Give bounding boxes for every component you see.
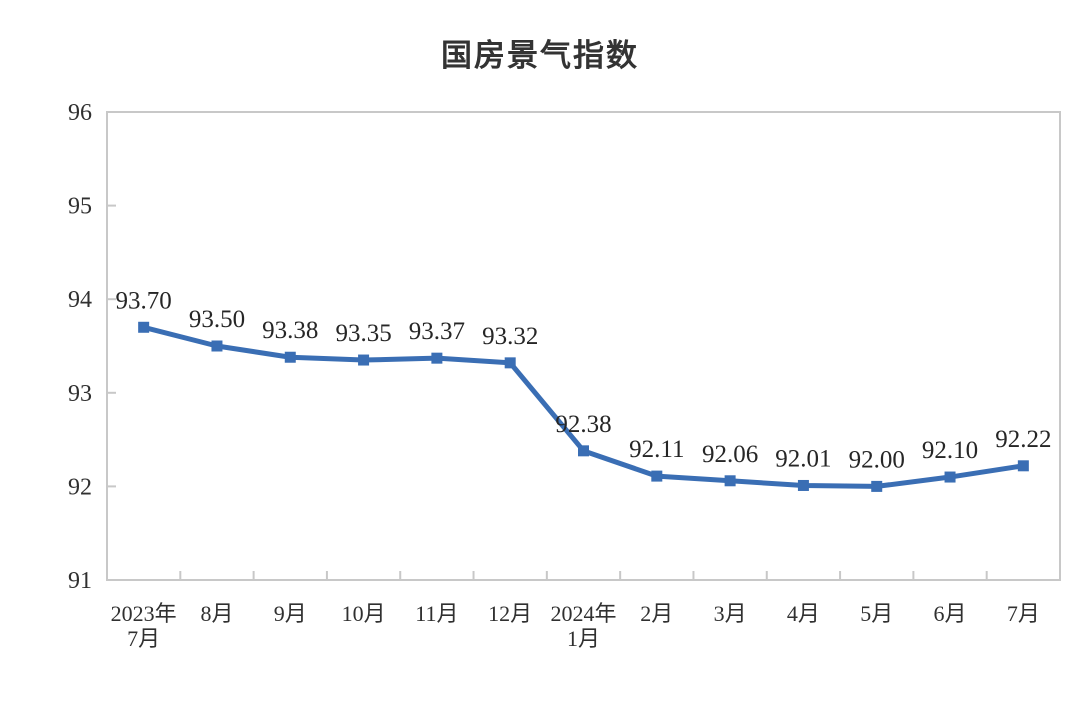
x-axis-label: 2024年 — [550, 601, 616, 626]
x-axis-label: 8月 — [200, 601, 233, 626]
data-point-marker — [211, 340, 223, 352]
data-point-marker — [724, 475, 736, 487]
x-axis-label: 11月 — [415, 601, 458, 626]
x-axis-label: 7月 — [127, 626, 160, 651]
data-point-marker — [1017, 460, 1029, 472]
plot-frame — [106, 111, 1061, 581]
y-axis-label: 93 — [68, 381, 92, 407]
y-axis-label: 96 — [68, 100, 92, 126]
x-axis-label: 4月 — [787, 601, 820, 626]
data-point-marker — [431, 352, 443, 364]
x-axis-label: 5月 — [860, 601, 893, 626]
data-point-label: 92.22 — [995, 426, 1051, 453]
data-point-marker — [504, 357, 516, 369]
x-axis-label: 9月 — [274, 601, 307, 626]
data-point-marker — [944, 471, 956, 483]
y-axis-label: 94 — [68, 287, 92, 313]
y-axis-label: 91 — [68, 568, 92, 594]
data-point-marker — [797, 479, 809, 491]
x-axis-label: 2023年 — [111, 601, 177, 626]
data-point-label: 92.01 — [775, 445, 831, 472]
data-point-label: 92.10 — [922, 437, 978, 464]
data-point-label: 92.06 — [702, 441, 758, 468]
x-axis-label: 10月 — [342, 601, 386, 626]
x-axis-label: 12月 — [488, 601, 532, 626]
x-axis-label: 3月 — [714, 601, 747, 626]
data-point-marker — [651, 470, 663, 482]
data-point-label: 93.70 — [116, 287, 172, 314]
data-point-label: 92.11 — [629, 436, 684, 463]
data-point-marker — [578, 445, 589, 457]
data-point-label: 93.38 — [262, 317, 318, 344]
data-point-label: 93.50 — [189, 306, 245, 333]
x-axis-label: 6月 — [934, 601, 967, 626]
data-point-label: 93.32 — [482, 323, 538, 350]
x-axis-label: 1月 — [567, 626, 600, 651]
x-axis-label: 7月 — [1007, 601, 1040, 626]
y-axis-label: 92 — [68, 474, 92, 500]
data-point-marker — [284, 351, 296, 363]
chart-title: 国房景气指数 — [441, 38, 639, 73]
data-point-label: 92.00 — [849, 446, 905, 473]
data-point-label: 93.37 — [409, 318, 465, 345]
y-axis-label: 95 — [68, 194, 92, 220]
data-point-label: 92.38 — [555, 411, 611, 438]
data-point-marker — [138, 321, 150, 333]
x-axis-label: 2月 — [640, 601, 673, 626]
data-point-marker — [871, 480, 883, 492]
data-point-label: 93.35 — [335, 320, 391, 347]
data-point-marker — [358, 354, 370, 366]
